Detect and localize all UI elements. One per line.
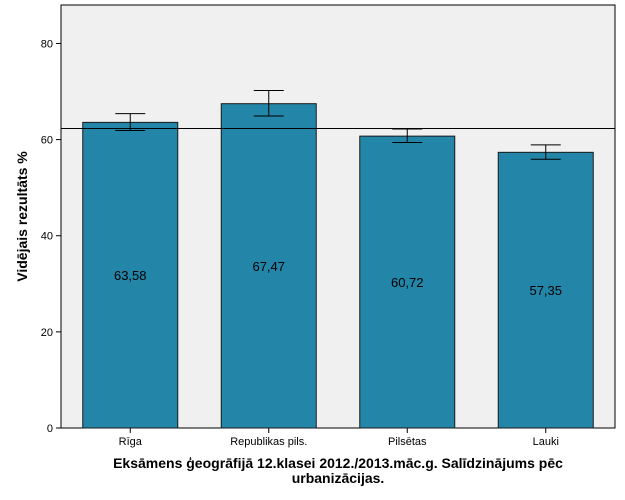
data-label: 63,58 xyxy=(114,268,147,283)
x-tick-label: Lauki xyxy=(533,436,559,448)
data-labels-group: 63,58 67,47 60,72 57,35 xyxy=(114,259,562,298)
data-label: 60,72 xyxy=(391,275,424,290)
x-tick-label: Rīga xyxy=(119,436,143,448)
chart-title-line-1: Eksāmens ģeogrāfijā 12.klasei 2012./2013… xyxy=(113,455,563,471)
y-tick-label: 40 xyxy=(41,231,53,243)
bar xyxy=(359,135,456,429)
x-tick-label: Pilsētas xyxy=(388,436,427,448)
y-tick-label: 60 xyxy=(41,135,53,147)
data-label: 67,47 xyxy=(252,259,285,274)
chart-title-line-2: urbanizācijas. xyxy=(292,470,385,486)
data-label: 57,35 xyxy=(529,283,562,298)
bar xyxy=(220,103,317,429)
x-axis: Rīga Republikas pils. Pilsētas Lauki xyxy=(119,428,559,448)
x-tick-label: Republikas pils. xyxy=(230,436,307,448)
bar xyxy=(82,121,179,429)
y-tick-label: 80 xyxy=(41,38,53,50)
bar xyxy=(497,151,594,429)
y-axis-title: Vidējais rezultāts % xyxy=(14,151,30,282)
y-axis: 0 20 40 60 80 xyxy=(41,38,61,435)
bars-group xyxy=(82,103,594,429)
y-tick-label: 0 xyxy=(47,423,53,435)
y-tick-label: 20 xyxy=(41,327,53,339)
